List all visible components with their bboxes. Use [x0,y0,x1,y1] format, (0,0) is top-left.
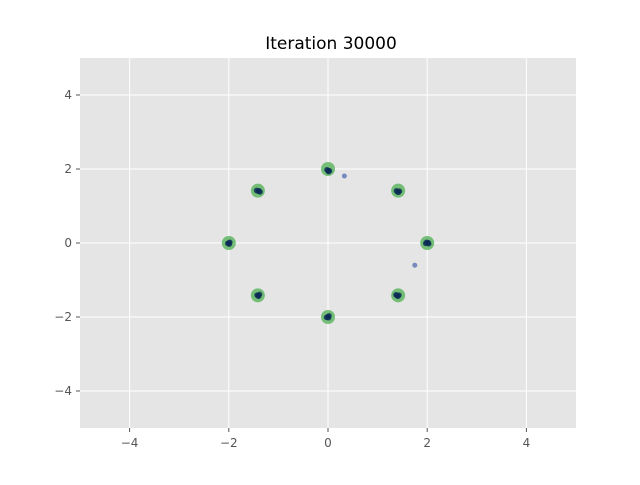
generated-point [341,173,347,179]
x-tick-label: 4 [523,436,531,450]
generated-point [395,189,402,196]
generated-point [412,262,418,268]
generated-point [393,292,399,298]
y-tick-label: −2 [54,310,72,324]
chart-title: Iteration 30000 [265,34,397,54]
axis-ticks: −4 −2 0 2 4 −4 −2 0 2 4 [54,88,530,450]
x-tick-label: −2 [220,436,238,450]
generated-point [425,240,432,247]
x-tick-label: −4 [121,436,139,450]
y-tick-label: 4 [64,88,72,102]
y-tick-label: 2 [64,162,72,176]
generated-point [325,314,332,321]
generated-points [225,166,432,321]
x-tick-label: 0 [324,436,332,450]
generated-point [256,188,262,194]
y-tick-label: 0 [64,236,72,250]
y-tick-label: −4 [54,384,72,398]
generated-point [226,241,233,247]
x-tick-label: 2 [423,436,431,450]
generated-point [325,168,332,175]
generated-point [255,293,262,300]
